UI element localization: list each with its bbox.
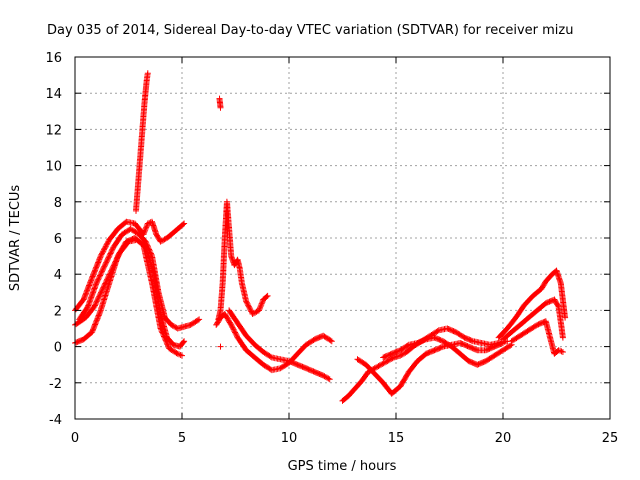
y-tick-label: 2	[54, 304, 62, 319]
marker-path	[226, 307, 333, 383]
y-tick-label: -4	[49, 413, 62, 428]
y-tick-label: 6	[54, 232, 62, 247]
y-tick-label: -2	[49, 377, 62, 392]
x-tick-label: 20	[495, 431, 512, 446]
series-track-g	[226, 307, 333, 383]
series-track-l	[500, 296, 566, 343]
marker-path	[500, 296, 566, 343]
x-tick-label: 0	[71, 431, 79, 446]
series-track-k	[495, 267, 569, 341]
axis-ticks	[74, 56, 611, 420]
y-tick-label: 14	[45, 87, 62, 102]
marker-path	[133, 70, 151, 214]
marker-path	[216, 95, 224, 111]
series-track-f	[213, 311, 335, 374]
series-track-m	[508, 318, 566, 357]
series-isolated-points	[217, 343, 224, 350]
marker-path	[508, 318, 566, 357]
y-tick-label: 0	[54, 341, 62, 356]
y-tick-label: 4	[54, 268, 62, 283]
x-tick-label: 25	[602, 431, 619, 446]
y-tick-label: 8	[54, 196, 62, 211]
tick-labels: 0 5 10 15 20 25 -4 -2 0 2 4 6 8 10 12 14 16	[45, 51, 618, 446]
grid-lines	[75, 57, 610, 419]
y-tick-label: 10	[45, 160, 62, 175]
x-axis-label: GPS time / hours	[288, 459, 397, 474]
marker-path	[217, 343, 224, 350]
marker-path	[213, 311, 335, 374]
data-series	[72, 70, 569, 404]
chart-title: Day 035 of 2014, Sidereal Day-to-day VTE…	[47, 23, 573, 38]
marker-path	[380, 334, 515, 368]
series-track-e	[215, 198, 271, 323]
x-tick-label: 15	[388, 431, 405, 446]
y-tick-label: 12	[45, 123, 62, 138]
marker-path	[215, 198, 271, 323]
series-track-i	[354, 340, 506, 397]
y-axis-label: SDTVAR / TECUs	[8, 185, 23, 292]
x-tick-label: 5	[178, 431, 186, 446]
y-tick-label: 16	[45, 51, 62, 66]
series-spike-3h	[133, 70, 151, 214]
marker-path	[354, 340, 506, 397]
marker-path	[495, 267, 569, 341]
x-tick-label: 10	[281, 431, 298, 446]
series-spike-6.8h	[216, 95, 224, 111]
series-track-j	[380, 334, 515, 368]
